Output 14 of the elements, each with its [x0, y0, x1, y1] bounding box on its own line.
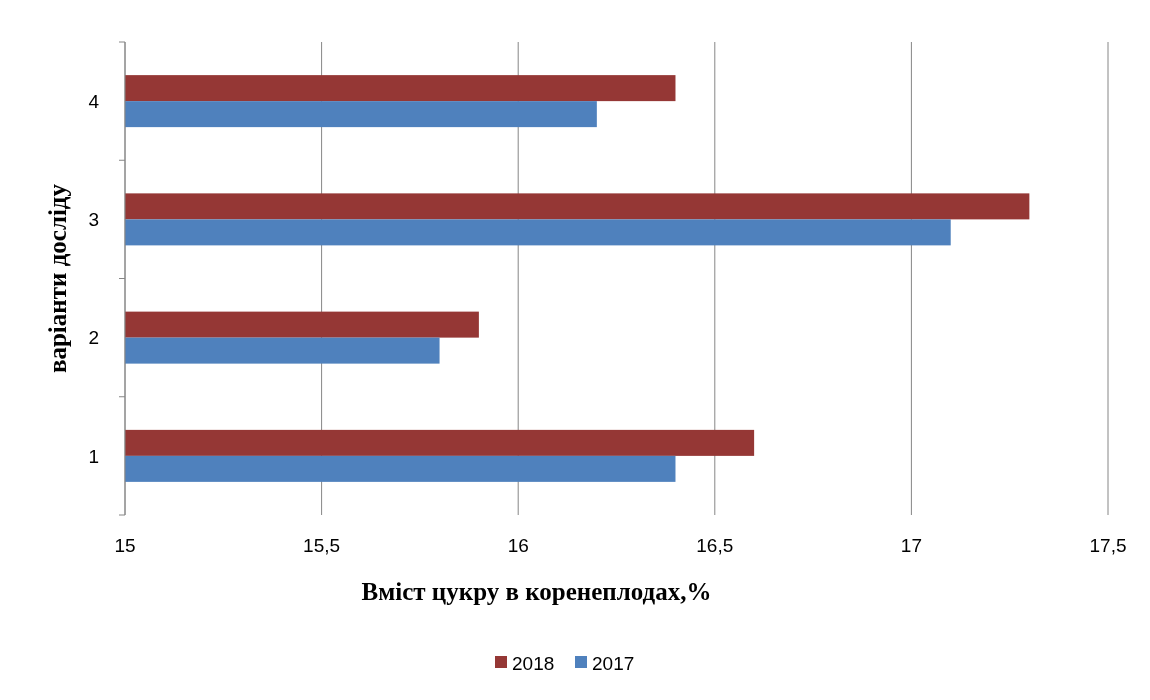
y-tick-label: 4 — [88, 90, 100, 112]
legend-label: 2017 — [592, 652, 635, 674]
x-tick-label: 16 — [507, 535, 529, 556]
y-tick-label: 3 — [88, 209, 99, 231]
legend-label: 2018 — [512, 652, 555, 674]
x-axis-title: Вміст цукру в коренеплодах,% — [361, 578, 712, 605]
x-tick-label: 17 — [900, 535, 922, 556]
x-tick-label: 17,5 — [1089, 535, 1127, 556]
x-tick-label: 16,5 — [696, 535, 734, 556]
x-tick-label: 15 — [114, 535, 136, 556]
y-axis-title: варіанти досліду — [44, 183, 71, 374]
x-tick-label: 15,5 — [303, 535, 341, 556]
y-tick-label: 1 — [88, 445, 99, 467]
y-tick-label: 2 — [88, 327, 99, 349]
